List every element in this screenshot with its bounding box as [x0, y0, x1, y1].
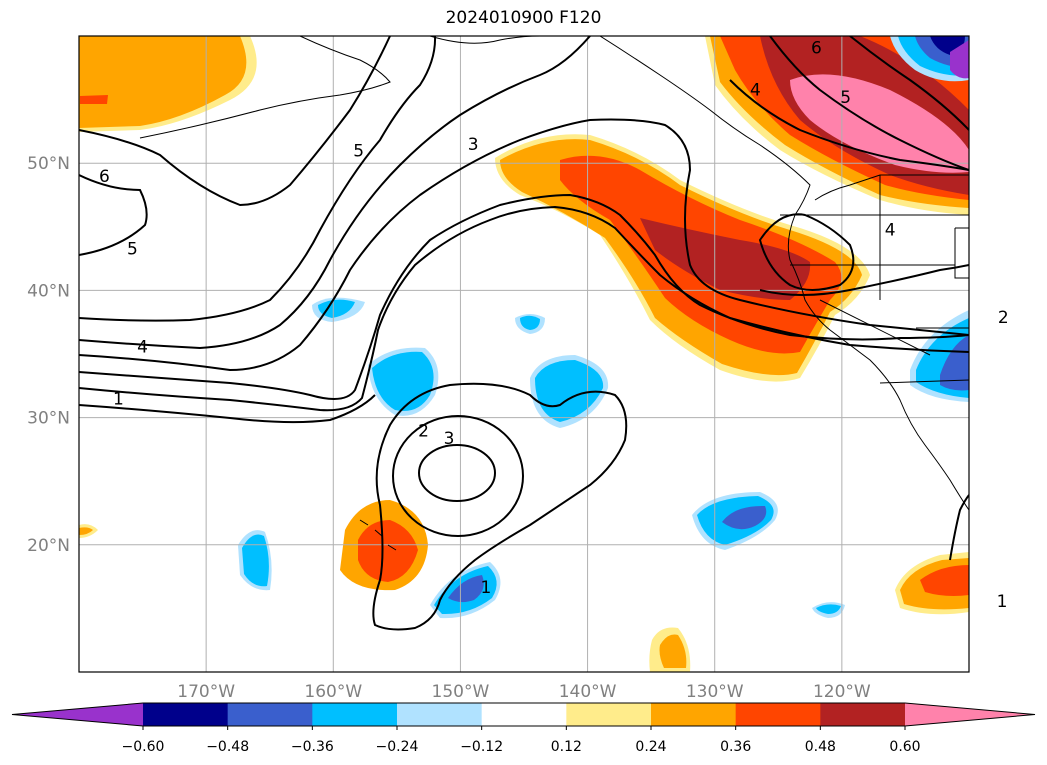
colorbar-segment [566, 703, 652, 726]
lat-tick-label: 40°N [27, 281, 70, 301]
lon-tick-label: 160°W [304, 682, 362, 702]
lon-tick-label: 140°W [559, 682, 617, 702]
colorbar-tick-label: 0.24 [635, 739, 666, 755]
contour-label: 3 [444, 429, 455, 449]
colorbar-tick-label: −0.60 [122, 739, 165, 755]
colorbar-segment [735, 703, 821, 726]
contour-label: 1 [480, 578, 491, 598]
colorbar-segment [481, 703, 567, 726]
gridlines [79, 36, 969, 672]
colorbar-tick-label: −0.12 [460, 739, 503, 755]
coastlines [139, 36, 969, 551]
colorbar-segment [397, 703, 483, 726]
lat-tick-label: 50°N [27, 154, 70, 174]
colorbar-tick-label: 0.36 [720, 739, 751, 755]
contour-label: 4 [885, 220, 896, 240]
lon-tick-label: 120°W [813, 682, 871, 702]
colorbar-segment [312, 703, 398, 726]
colorbar: −0.60 −0.48 −0.36 −0.24 −0.12 0.12 0.24 0.36 0.4… [11, 702, 1036, 755]
contour-lines [79, 36, 969, 631]
chart-title: 2024010900 F120 [445, 8, 602, 28]
lat-tick-label: 30°N [27, 409, 70, 429]
contour-label: 1 [997, 592, 1008, 612]
contour-label: 5 [840, 88, 851, 108]
lon-tick-labels: 170°W 160°W 150°W 140°W 130°W 120°W [177, 682, 871, 702]
plot-frame [78, 35, 970, 673]
contour-label: 2 [418, 421, 429, 441]
colorbar-tick-label: 0.60 [889, 739, 920, 755]
colorbar-tick-label: 0.12 [551, 739, 582, 755]
contour-label: 4 [750, 80, 761, 100]
lon-tick-label: 130°W [686, 682, 744, 702]
contour-label: 4 [137, 337, 148, 357]
contour-label: 5 [127, 239, 138, 259]
colorbar-extend-low [12, 703, 143, 726]
colorbar-tick-label: −0.36 [291, 739, 334, 755]
lat-tick-labels: 50°N 40°N 30°N 20°N [27, 154, 70, 556]
colorbar-segment [820, 703, 906, 726]
contour-label: 5 [353, 141, 364, 161]
lon-tick-label: 170°W [177, 682, 235, 702]
colorbar-tick-label: 0.48 [805, 739, 836, 755]
contour-label: 6 [811, 38, 822, 58]
colorbar-tick-label: −0.48 [206, 739, 249, 755]
contour-label: 3 [468, 135, 479, 155]
colorbar-tick-label: −0.24 [376, 739, 419, 755]
lat-tick-label: 20°N [27, 536, 70, 556]
shaded-fields [79, 36, 969, 672]
colorbar-segment [227, 703, 313, 726]
colorbar-segment [651, 703, 737, 726]
contour-label: 2 [998, 308, 1009, 328]
contour-label: 6 [99, 167, 110, 187]
lon-tick-label: 150°W [432, 682, 490, 702]
colorbar-segment [143, 703, 229, 726]
colorbar-extend-high [905, 703, 1035, 726]
contour-label: 1 [113, 390, 124, 410]
